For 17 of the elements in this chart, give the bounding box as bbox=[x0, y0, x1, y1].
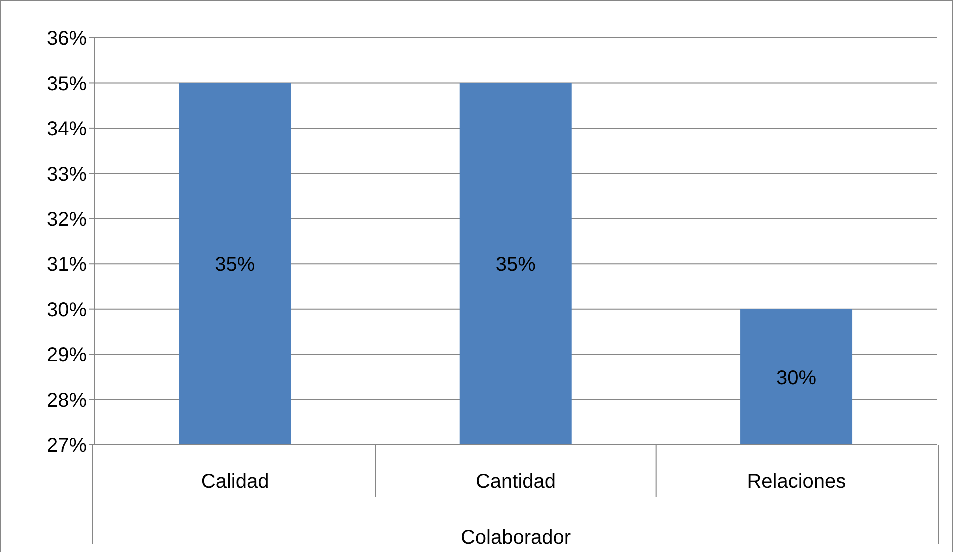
x-tick-label: Calidad bbox=[201, 471, 270, 493]
y-tick-label: 30% bbox=[46, 299, 88, 322]
data-label: 35% bbox=[215, 254, 256, 276]
x-tick-label: Relaciones bbox=[747, 471, 846, 493]
y-tick-label: 35% bbox=[46, 73, 88, 96]
y-tick-label: 31% bbox=[46, 254, 88, 276]
y-tick-label: 32% bbox=[46, 208, 88, 231]
y-tick-label: 27% bbox=[46, 435, 88, 458]
y-tick-label: 29% bbox=[46, 344, 88, 367]
data-label: 35% bbox=[496, 254, 536, 276]
y-tick-label: 34% bbox=[46, 118, 88, 141]
x-tick-label: Cantidad bbox=[476, 471, 556, 493]
y-tick-label: 33% bbox=[46, 164, 88, 186]
x-axis-title: Colaborador bbox=[460, 527, 572, 549]
y-tick-label: 28% bbox=[46, 390, 88, 412]
y-tick-label: 36% bbox=[46, 28, 88, 50]
data-label: 30% bbox=[776, 367, 817, 390]
